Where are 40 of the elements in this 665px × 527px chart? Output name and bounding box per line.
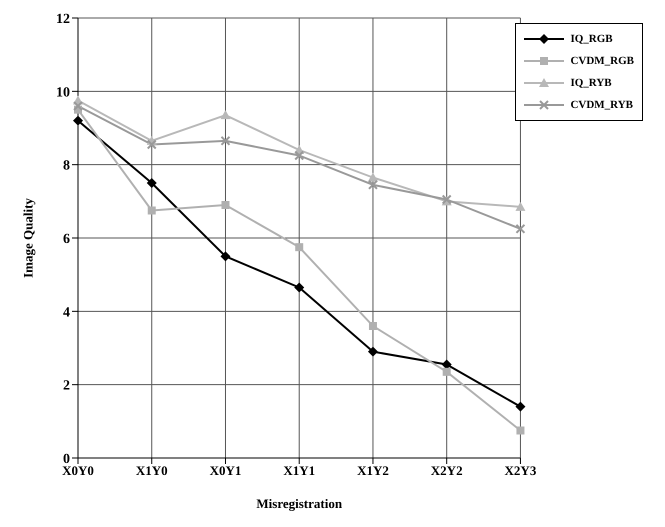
point — [515, 202, 526, 211]
y-axis-title: Image Quality — [20, 198, 36, 278]
y-tick-label: 4 — [63, 305, 70, 320]
point — [368, 322, 377, 330]
x-tick-label: X1Y2 — [357, 463, 389, 478]
point — [294, 282, 304, 292]
y-tick-label: 10 — [56, 85, 70, 100]
x-tick-label: X1Y1 — [283, 463, 316, 478]
point — [148, 206, 156, 214]
point — [146, 140, 157, 150]
legend-label: IQ_RYB — [570, 77, 612, 89]
y-tick-label: 12 — [56, 12, 70, 27]
point — [442, 360, 452, 370]
y-tick-label: 6 — [63, 232, 70, 247]
point — [146, 178, 157, 188]
point — [368, 172, 378, 182]
point — [220, 251, 230, 262]
point — [515, 224, 526, 234]
point — [73, 101, 83, 111]
legend-label: CVDM_RGB — [570, 55, 634, 67]
x-tick-label: X0Y1 — [210, 463, 242, 478]
point — [221, 201, 230, 209]
x-tick-label: X2Y3 — [504, 463, 537, 478]
legend-label: CVDM_RYB — [570, 99, 633, 111]
x-tick-label: X2Y2 — [430, 463, 463, 478]
point — [516, 426, 524, 434]
point — [442, 368, 451, 376]
x-tick-label: X1Y0 — [136, 463, 168, 478]
x-axis-title: Misregistration — [256, 496, 343, 511]
y-tick-label: 2 — [63, 378, 70, 394]
y-tick-label: 8 — [63, 158, 70, 174]
legend-label: IQ_RGB — [570, 33, 613, 45]
point — [294, 150, 304, 160]
point — [220, 110, 230, 120]
point — [295, 243, 304, 252]
point — [368, 180, 378, 190]
point — [515, 402, 526, 412]
point — [73, 116, 83, 126]
point — [368, 346, 378, 357]
point — [220, 136, 230, 146]
